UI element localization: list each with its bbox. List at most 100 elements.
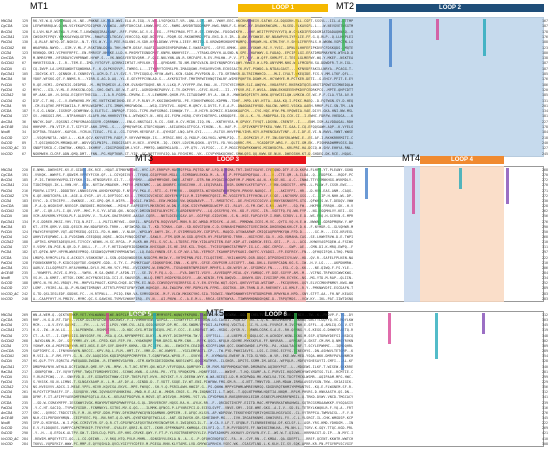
aligned-sequence: QT-QPIW-NPP-HPYMLWNREVPMSQ-SEGDWSQVPHMIY… (33, 250, 354, 255)
aligned-sequence: CWSSKPIFPQY-YMKKSAYWQLGETPK--RWAFLDTLTKC… (33, 34, 354, 39)
species-name: ClCDA (1, 198, 12, 203)
aligned-sequence: LGMF--YRIRS-AL-QL-P-MLSWQTIMRQNY-ATTRTLP… (33, 286, 354, 291)
end-position: 421 (542, 431, 548, 436)
loop-region-shade (224, 311, 304, 447)
start-position: 229 (22, 349, 28, 354)
end-position: 210 (542, 260, 548, 265)
start-position: 89 (22, 140, 26, 145)
conserved-residue-column (294, 313, 297, 355)
aligned-sequence: V-VSMY-EN-PGE-N-QR-D-F-DKLL--F---F-F-HET… (33, 245, 354, 250)
aligned-sequence: G-LVH-NLP-WLTWA-Y-FHK-T-LKWDWQQIRALKANF-… (33, 29, 354, 34)
end-position: 245 (542, 151, 548, 156)
aligned-sequence: MVYC---GIL-V-ML-E-RRKSCNLCQG--SHG-GWTL-D… (33, 87, 354, 92)
start-position: 97 (22, 82, 26, 87)
aligned-sequence: K-QE-NHDTCKPA-LR--AGE-A-SYGP--AY-S-DVPTS… (33, 193, 354, 198)
conserved-residue-column (389, 19, 392, 67)
species-name: SsCDA (1, 214, 12, 219)
start-position: 251 (22, 265, 28, 270)
aligned-sequence: QMFG-N-YK-RG-VRDQY-PH--MHPVSLPHAGT-KGPGL… (33, 281, 354, 286)
aligned-sequence: --SD-W-CSMAYMFPF-IESSWWYIVGK-MGWYMVTHDPG… (33, 400, 354, 405)
aligned-sequence: LEFWFNRRQLW-Q-WN-VSYEKAPCFDIQPKR-VVAWIA-… (33, 24, 354, 29)
start-position: 237 (22, 286, 28, 291)
end-position: 138 (542, 56, 548, 61)
start-position: 56 (22, 77, 26, 82)
start-position: 42 (22, 98, 26, 103)
start-position: 99 (22, 103, 26, 108)
species-name: ScCDA1 (1, 354, 15, 359)
conserved-residue-column (318, 168, 321, 225)
species-name: CsCDA (1, 98, 13, 103)
loop-banner: LOOP 3 (150, 156, 306, 164)
aligned-sequence: SNDPTSMCD-C-CDWTRW--KMQCL-IKHMVF--CDGIPG… (33, 146, 354, 151)
end-position: 181 (542, 114, 548, 119)
start-position: 142 (22, 234, 28, 239)
aligned-sequence: G-TD-QSLIESLEDF-GDDNS-FC---H-RTPNLL---PS… (33, 291, 354, 296)
species-name: ArCE4B (1, 271, 14, 275)
start-position: 33 (22, 146, 26, 151)
end-position: 340 (542, 364, 548, 369)
start-position: 214 (22, 183, 28, 188)
end-position: 176 (542, 77, 548, 82)
start-position: 254 (22, 426, 28, 431)
end-position: 123 (542, 45, 548, 50)
aligned-sequence: EVYC--D-STKCEPV---SWKNSE---KC-GPQ-QM-V-W… (33, 198, 354, 203)
start-position: 129 (22, 19, 28, 23)
species-name: ClCDA2 (1, 385, 14, 390)
species-name: CoCDA1 (1, 34, 15, 39)
end-position: 201 (542, 103, 548, 108)
species-name: AnCDA (1, 410, 13, 415)
conserved-residue-column (224, 168, 227, 194)
species-name: NodB (1, 276, 10, 281)
loop-region-shade (420, 166, 504, 302)
species-name: ClCDA (1, 50, 12, 55)
end-position: 271 (542, 188, 548, 193)
end-position: 283 (542, 296, 548, 301)
start-position: 183 (22, 198, 28, 203)
species-name: CgCDA (1, 318, 13, 323)
end-position: 188 (542, 40, 548, 45)
conserved-residue-column (271, 168, 274, 210)
aligned-sequence: NLH-CILPRFDNYHMQN--CEIPYEEC-PQ--RN-RHT-Q… (33, 416, 354, 420)
aligned-sequence: --YKWMFFL-RCVI-G-MYQ---YWFN--M-SA-QWRE-F… (33, 271, 354, 275)
aligned-sequence: --VSQRVNETA--WDY-L---KLM-QCV-KKYVETPR-FA… (33, 135, 354, 140)
start-position: 66 (22, 45, 26, 50)
end-position: 328 (542, 359, 548, 364)
end-position: 345 (542, 323, 548, 328)
motif-column-shade (404, 166, 420, 302)
species-name: FpCDA (1, 87, 13, 92)
conserved-residue-column (342, 19, 345, 51)
start-position: 137 (22, 245, 28, 250)
species-name: CmCDA (1, 349, 14, 354)
species-name: BcCDA (1, 323, 13, 328)
end-position: 319 (542, 328, 548, 333)
species-name: VcCOD (1, 296, 13, 301)
species-name: MtCDA (1, 168, 13, 172)
end-position: 206 (542, 265, 548, 270)
species-name: ClCDA2 (1, 93, 14, 98)
aligned-sequence: -P-IS-TWVKHYWVPGLIIYSKH-YIL-HTNSDRVEV-GI… (33, 178, 354, 183)
species-name: CmCDA (1, 204, 14, 209)
end-position: 234 (542, 276, 548, 281)
end-position: 252 (542, 281, 548, 286)
end-position: 239 (542, 400, 548, 405)
conserved-residue-column (200, 313, 203, 365)
motif-label: MT2 (336, 1, 354, 11)
start-position: 265 (22, 318, 28, 323)
start-position: 209 (22, 416, 28, 420)
end-position: 187 (542, 61, 548, 66)
start-position: 263 (22, 354, 28, 359)
conserved-residue-column (69, 313, 72, 350)
species-name: CgCDA (1, 24, 13, 29)
aligned-sequence: SAPTGMFC-S--IFNYKRKWYN-NRCCC--KPV-RQ-L-F… (33, 349, 354, 354)
end-position: 312 (542, 390, 548, 395)
end-position: 187 (542, 66, 548, 71)
aligned-sequence: DIF-C-T-HQ--C--V-EWRWVHD-MY-MC-VNTTKIWEI… (33, 98, 354, 103)
aligned-sequence: YDKF-WFSKG-QT-Y-NNMS-R---YIRR-G-AG-D-AQ-… (33, 77, 354, 82)
aligned-sequence: PDKFW-LITPI--DDDDTNY-LNNKSSVVW-AKHDYKKPQ… (33, 188, 354, 193)
start-position: 185 (22, 178, 28, 183)
species-name: PrCDA (1, 103, 12, 108)
aligned-sequence: A--CAAPFHYT-H-PMDIV--MYMC-QC-S-GAWCHG-TV… (33, 296, 354, 301)
start-position: 134 (22, 255, 28, 260)
aligned-sequence: -Y--H---Q-EFDLK-ALTPV-GW-T-IDVLCLQ-PGFL-… (33, 431, 354, 436)
motif-label: MT4 (402, 153, 420, 163)
